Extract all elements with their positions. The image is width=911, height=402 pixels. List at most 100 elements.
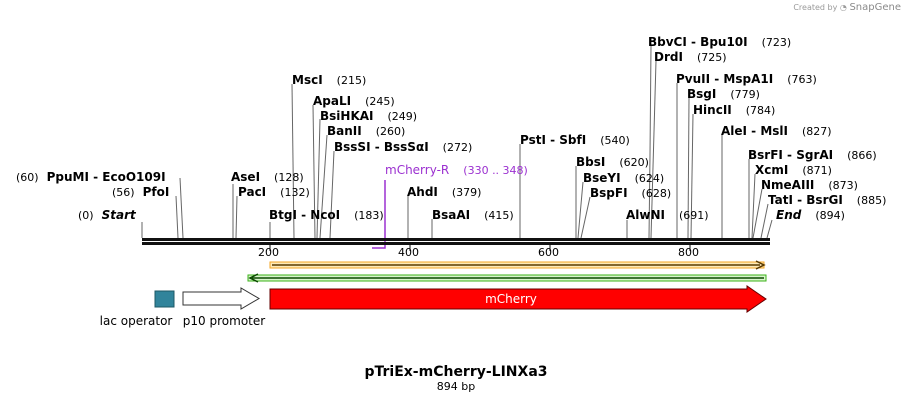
pfoi-pos: (56) [112,186,135,199]
hincii-name: HincII [693,103,732,117]
nmeaiii-pos: (873) [828,179,858,192]
svg-text:ApaLI(245): ApaLI (245) [313,94,395,108]
pvuii-name: PvuII - MspA1I [676,72,773,86]
p10-promoter-feature[interactable] [182,287,260,310]
plasmid-size: 894 bp [437,380,475,393]
xcmi-pos: (871) [802,164,832,177]
plasmid-title: pTriEx-mCherry-LINXa3 [364,364,547,380]
primer-range: (330 .. 348) [463,164,528,177]
pvuii-pos: (763) [787,73,817,86]
orf-forward[interactable] [269,260,766,270]
svg-text:AseI(128): AseI (128) [231,170,304,184]
svg-text:HincII(784): HincII (784) [693,103,775,117]
svg-text:TatI - BsrGI(885): TatI - BsrGI (885) [768,193,886,207]
bsssi-name: BssSI - BssSαI [334,140,429,154]
backbone-top-strand [142,238,770,241]
lac-operator-label: lac operator [100,314,173,328]
bsaai-name: BsaAI [432,208,470,222]
leader-lines [141,45,773,239]
axis-tick-marks [269,245,691,251]
paci-name: PacI [238,185,266,199]
svg-text:BbsI(620): BbsI (620) [576,155,649,169]
svg-text:NmeAIII(873): NmeAIII (873) [761,178,858,192]
svg-text:MscI(215): MscI (215) [292,73,366,87]
svg-text:BtgI - NcoI(183): BtgI - NcoI (183) [269,208,384,222]
tick-600: 600 [538,246,559,259]
end-name: End [776,208,802,222]
lac-operator-feature[interactable] [154,290,175,308]
tati-pos: (885) [857,194,887,207]
svg-text:BsaAI(415): BsaAI (415) [432,208,514,222]
axis-tick-labels: 200 400 600 800 [258,246,699,259]
svg-text:BsrFI - SgrAI(866): BsrFI - SgrAI (866) [748,148,877,162]
bsgi-pos: (779) [730,88,760,101]
bsssi-pos: (272) [443,141,473,154]
svg-text:BbvCI - Bpu10I(723): BbvCI - Bpu10I (723) [648,35,791,49]
asei-name: AseI [231,170,260,184]
orf-reverse[interactable] [247,273,767,283]
bsrfi-name: BsrFI - SgrAI [748,148,833,162]
svg-text:PstI - SbfI(540): PstI - SbfI (540) [520,133,630,147]
ahdi-pos: (379) [452,186,482,199]
svg-text:(56)PfoI: (56) PfoI [112,185,169,199]
alei-name: AleI - MslI [721,124,788,138]
paci-pos: (132) [280,186,310,199]
svg-text:BssSI - BssSαI(272): BssSI - BssSαI (272) [334,140,472,154]
restriction-site-labels: (60) PpuMI - EcoO109I (56) PfoI (0) Start A… [16,35,886,222]
psti-name: PstI - SbfI [520,133,586,147]
asei-pos: (128) [274,171,304,184]
nmeaiii-name: NmeAIII [761,178,814,192]
svg-text:BseYI(624): BseYI (624) [583,171,664,185]
bspfi-name: BspFI [590,186,628,200]
credit-prefix: Created by [793,3,838,12]
svg-text:AhdI(379): AhdI (379) [407,185,481,199]
ppumi-pos: (60) [16,171,39,184]
bsgi-name: BsgI [687,87,716,101]
mcherry-feature[interactable] [269,285,767,313]
start-name: Start [102,208,137,222]
p10-promoter-label: p10 promoter [183,314,265,328]
bseyi-pos: (624) [635,172,665,185]
btgi-pos: (183) [354,209,384,222]
bspfi-pos: (628) [642,187,672,200]
ppumi-name: PpuMI - EcoO109I [47,170,166,184]
svg-text:BsiHKAI(249): BsiHKAI (249) [320,109,417,123]
primer-arrow[interactable] [372,180,386,249]
bbsi-pos: (620) [619,156,649,169]
bsrfi-pos: (866) [847,149,877,162]
tick-200: 200 [258,246,279,259]
snapgene-credit: Created by ◔ SnapGene [793,2,901,13]
svg-text:(60)PpuMI - EcoO109I: (60) PpuMI - EcoO109I [16,170,166,184]
tati-name: TatI - BsrGI [768,193,843,207]
bsihkai-pos: (249) [388,110,418,123]
svg-text:BanII(260): BanII (260) [327,124,405,138]
ahdi-name: AhdI [407,185,438,199]
msci-pos: (215) [337,74,367,87]
svg-text:End(894): End (894) [776,208,845,222]
backbone-bottom-strand [142,242,770,245]
drdi-name: DrdI [654,50,683,64]
svg-text:BspFI(628): BspFI (628) [590,186,671,200]
svg-text:DrdI(725): DrdI (725) [654,50,727,64]
banii-name: BanII [327,124,362,138]
drdi-pos: (725) [697,51,727,64]
primer-name: mCherry-R [385,163,449,177]
apali-pos: (245) [365,95,395,108]
primer-label: mCherry-R (330 .. 348) [385,163,528,177]
tick-800: 800 [678,246,699,259]
hincii-pos: (784) [746,104,776,117]
start-pos: (0) [78,209,94,222]
alwni-pos: (691) [679,209,709,222]
bbvci-name: BbvCI - Bpu10I [648,35,748,49]
snapgene-logo-icon: ◔ [839,3,847,12]
xcmi-name: XcmI [755,163,788,177]
bsihkai-name: BsiHKAI [320,109,374,123]
bbvci-pos: (723) [762,36,792,49]
bseyi-name: BseYI [583,171,621,185]
svg-text:XcmI(871): XcmI (871) [755,163,832,177]
bbsi-name: BbsI [576,155,605,169]
alei-pos: (827) [802,125,832,138]
svg-text:(0)Start: (0) Start [78,208,137,222]
svg-text:PvuII - MspA1I(763): PvuII - MspA1I (763) [676,72,817,86]
